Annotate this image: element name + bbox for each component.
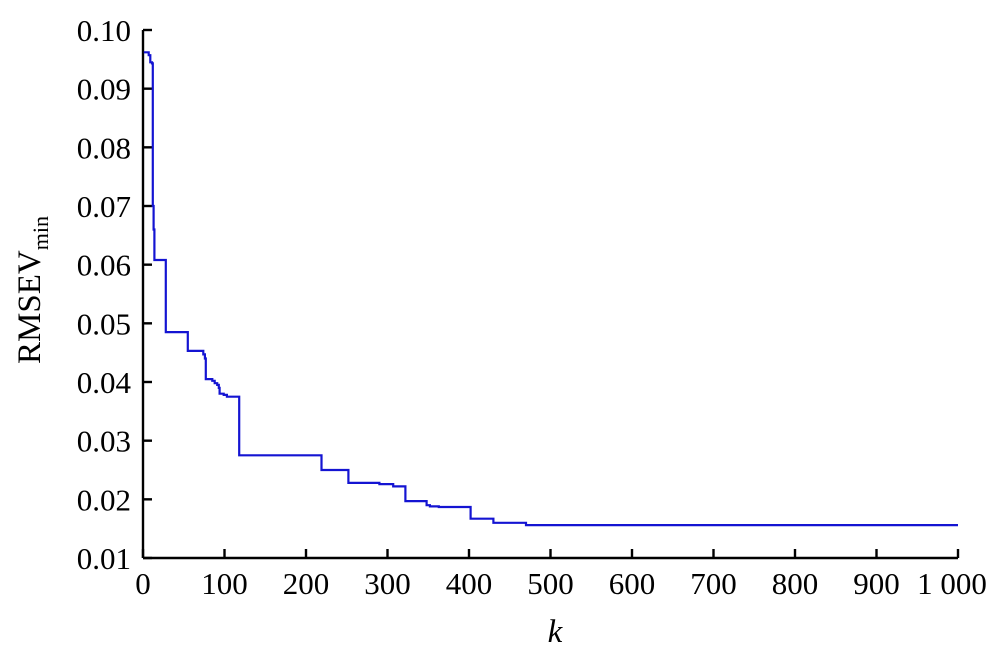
y-tick-label: 0.04 [77,365,132,400]
x-tick-label: 1 000 [917,566,987,601]
x-tick-label: 700 [690,566,737,601]
x-tick-label: 400 [446,566,493,601]
y-tick-label: 0.01 [77,541,131,576]
x-tick-label: 200 [283,566,330,601]
y-tick-label: 0.09 [77,72,131,107]
x-tick-label: 500 [527,566,574,601]
x-tick-label: 0 [135,566,151,601]
y-tick-label: 0.07 [77,189,131,224]
x-tick-label: 900 [853,566,900,601]
x-tick-label: 600 [609,566,656,601]
series-line [143,51,958,527]
x-tick-label: 800 [772,566,819,601]
y-axis-title: RMSEVmin [12,216,53,364]
y-tick-label: 0.02 [77,482,131,517]
y-axis-title-subscript: min [28,216,53,250]
y-tick-label: 0.03 [77,424,131,459]
y-tick-label: 0.10 [77,13,131,48]
y-tick-label: 0.05 [77,306,131,341]
y-axis-ticks: 0.01 0.02 0.03 0.04 0.05 0.06 0.07 0.08 0.09 0.10 [77,13,152,576]
x-axis-ticks: 0 100 200 300 400 500 600 700 800 900 1 000 [135,549,987,601]
y-axis-title-main: RMSEV [12,250,48,364]
x-tick-label: 300 [364,566,411,601]
x-tick-label: 100 [201,566,248,601]
y-tick-label: 0.06 [77,248,131,283]
y-tick-label: 0.08 [77,130,131,165]
x-axis-title: k [548,614,564,650]
